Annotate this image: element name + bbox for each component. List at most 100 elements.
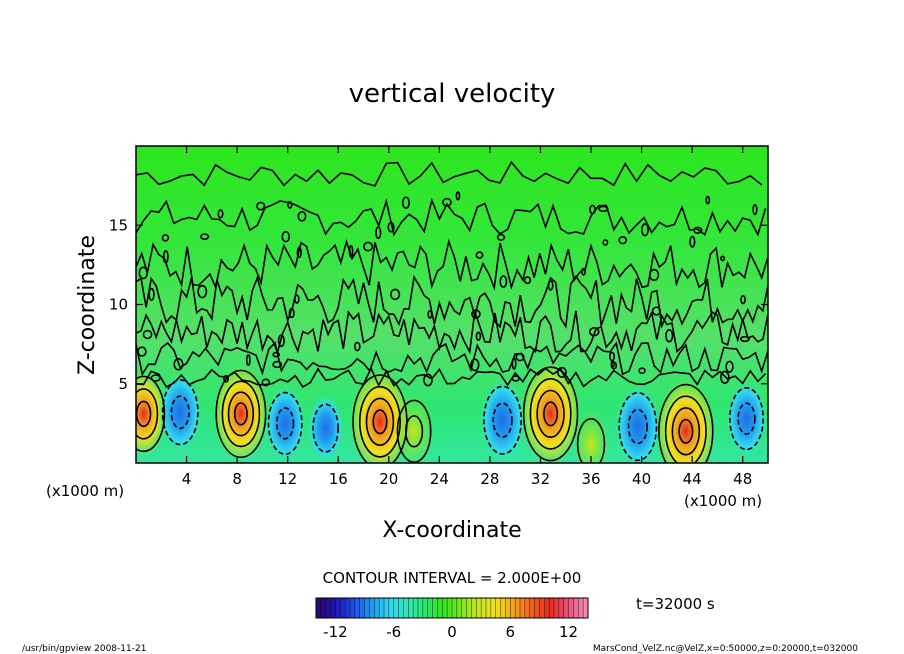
contour-ring xyxy=(221,380,261,448)
contour-island xyxy=(297,211,307,222)
contour-ring xyxy=(227,391,255,437)
colorbar-swatch xyxy=(340,598,346,618)
x-tick-label: 44 xyxy=(683,470,702,488)
colorbar-swatch xyxy=(505,598,511,618)
contour-island xyxy=(475,331,482,341)
colorbar-swatch xyxy=(320,598,327,618)
colorbar-swatch xyxy=(558,598,565,618)
colorbar-swatch xyxy=(379,598,385,618)
colorbar-swatch xyxy=(393,598,400,618)
contour-island xyxy=(162,250,169,264)
colorbar-frame xyxy=(315,597,589,619)
colorbar-swatch xyxy=(350,598,356,618)
footer-left: /usr/bin/gpview 2008-11-21 xyxy=(22,644,146,654)
x-tick-label: 16 xyxy=(329,470,348,488)
contour-island xyxy=(401,196,410,209)
contour-island xyxy=(148,287,155,301)
colorbar-swatch xyxy=(427,598,434,618)
contour-ring xyxy=(627,408,648,445)
colorbar-swatch xyxy=(316,598,322,618)
contour-line xyxy=(136,274,768,329)
contour-island xyxy=(547,279,554,291)
velocity-cell-downdraft xyxy=(480,379,525,461)
colorbar-tick-label: 12 xyxy=(559,623,578,641)
chart-title: vertical velocity xyxy=(349,79,556,109)
contour-line xyxy=(136,197,767,237)
colorbar-swatch xyxy=(354,598,361,618)
contour-island xyxy=(354,341,361,352)
colorbar-swatch xyxy=(422,598,429,618)
contour-interval-label: CONTOUR INTERVAL = 2.000E+00 xyxy=(323,569,582,587)
contour-line xyxy=(136,310,768,355)
contour-island xyxy=(348,244,354,258)
contour-ring xyxy=(372,409,388,435)
contour-ring xyxy=(543,401,559,427)
y-tick-label: 10 xyxy=(109,296,128,314)
colorbar-swatch xyxy=(388,598,395,618)
colorbar-swatch xyxy=(520,598,526,618)
contour-island xyxy=(556,366,567,378)
contour-island xyxy=(138,266,149,280)
colorbar-tick-label: -12 xyxy=(323,623,348,641)
contour-island xyxy=(523,276,532,285)
contour-lines xyxy=(136,160,768,463)
colorbar-swatch xyxy=(345,598,351,618)
colorbar xyxy=(315,597,589,619)
contour-island xyxy=(725,360,734,373)
contour-island xyxy=(720,255,726,262)
colorbar-swatch xyxy=(335,598,341,618)
footer-right: MarsCond_VelZ.nc@VelZ,x=0:50000,z=0:2000… xyxy=(593,644,858,654)
colorbar-swatch xyxy=(466,598,472,618)
colorbar-swatch xyxy=(539,598,545,618)
colorbar-swatch xyxy=(529,598,536,618)
colorbar-swatch xyxy=(447,598,453,618)
colorbar-swatch xyxy=(437,598,443,618)
contour-island xyxy=(618,235,628,245)
contour-island xyxy=(641,223,649,237)
colorbar-swatch xyxy=(325,598,332,618)
velocity-cell-updraft xyxy=(213,366,269,462)
contour-island xyxy=(475,251,484,259)
colorbar-swatch xyxy=(418,598,424,618)
contour-island xyxy=(256,201,266,211)
contour-island xyxy=(752,203,758,216)
contour-island xyxy=(638,367,646,375)
x-tick-label: 24 xyxy=(430,470,449,488)
contour-ring xyxy=(522,366,579,462)
contour-island xyxy=(287,200,293,209)
colorbar-swatch xyxy=(452,598,458,618)
colorbar-tick-label: 0 xyxy=(447,623,457,641)
contour-ring xyxy=(358,385,401,458)
contour-island xyxy=(423,373,433,387)
y-tick-label: 15 xyxy=(109,216,128,234)
colorbar-tick-label: 6 xyxy=(506,623,516,641)
y-axis-ticks: 5 10 15 xyxy=(109,216,768,393)
contour-ring xyxy=(576,418,606,463)
colorbar-swatch xyxy=(481,598,487,618)
contour-island xyxy=(589,204,596,215)
velocity-cell-updraft xyxy=(136,371,168,457)
contour-island xyxy=(649,268,660,282)
contour-island xyxy=(602,239,609,246)
contour-ring xyxy=(396,399,432,463)
contour-island xyxy=(277,334,285,348)
colorbar-swatch xyxy=(554,598,560,618)
contour-island xyxy=(245,354,251,367)
colorbar-swatch xyxy=(490,598,497,618)
contour-ring xyxy=(483,385,523,455)
contour-island xyxy=(739,335,750,343)
colorbar-swatch xyxy=(432,598,438,618)
contour-island xyxy=(281,230,291,243)
contour-island xyxy=(137,346,147,357)
colorbar-swatch xyxy=(461,598,468,618)
velocity-cell-downdraft xyxy=(159,373,202,452)
colorbar-swatch xyxy=(534,598,540,618)
contour-island xyxy=(217,209,224,219)
x-tick-label: 12 xyxy=(278,470,297,488)
y-axis-label: Z-coordinate xyxy=(75,235,100,375)
contour-ring xyxy=(618,391,658,462)
contour-ring xyxy=(664,395,707,463)
colorbar-swatch xyxy=(563,598,570,618)
colorbar-swatch xyxy=(403,598,409,618)
contour-island xyxy=(705,195,711,205)
